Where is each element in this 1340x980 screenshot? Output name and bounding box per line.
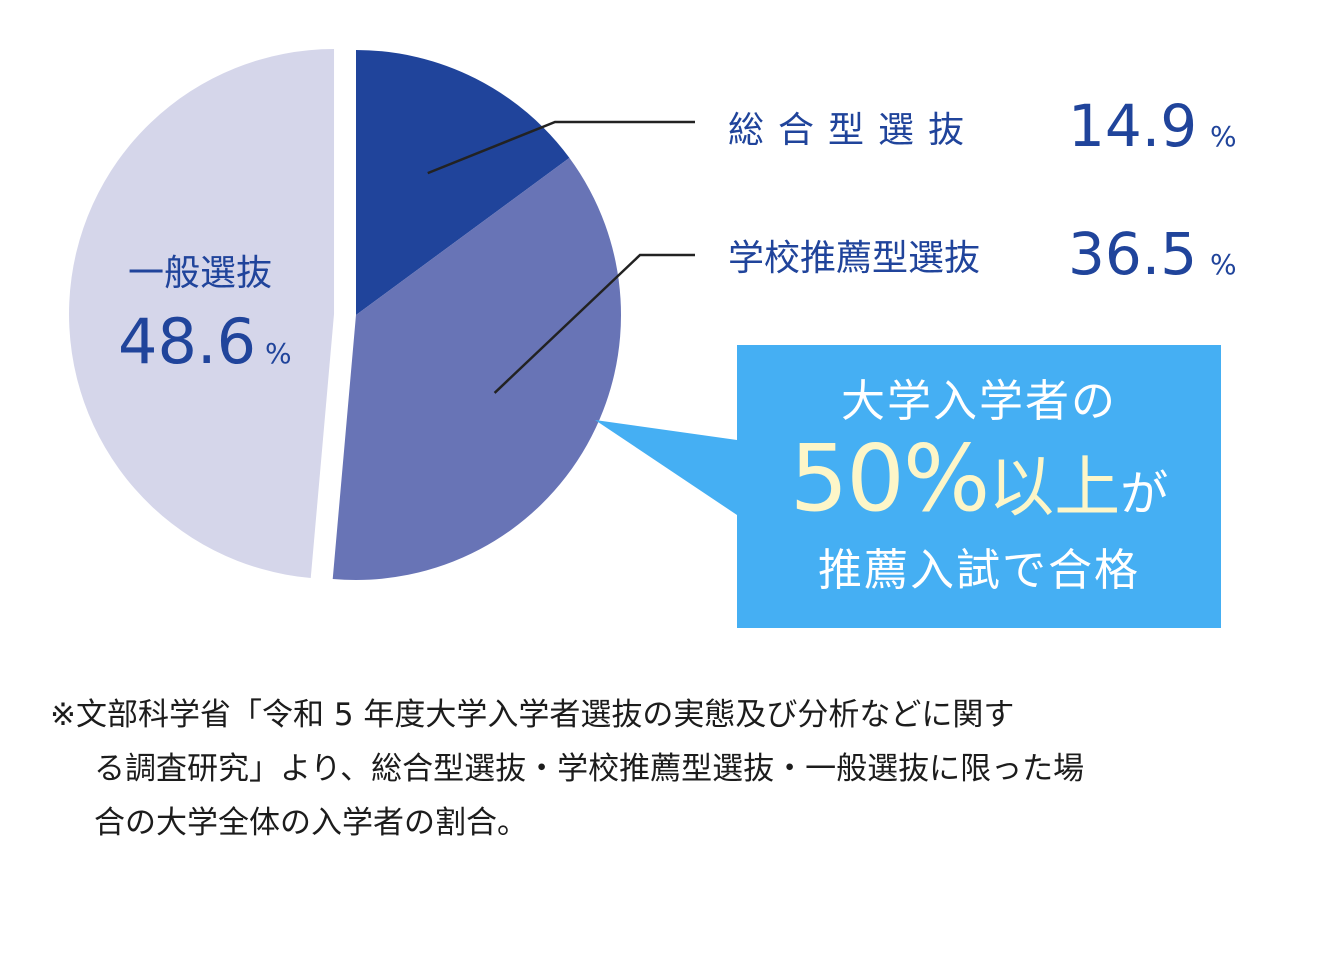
slice-label-3: 一般選抜 xyxy=(128,253,272,294)
slice-unit-2: % xyxy=(1210,248,1237,281)
footnote-line2: る調査研究」より、総合型選抜・学校推薦型選抜・一般選抜に限った場 xyxy=(94,751,1085,787)
pie-slice-3 xyxy=(69,49,335,579)
pie-slices xyxy=(69,49,622,580)
slice-unit-3: % xyxy=(265,337,292,370)
callout-small-suffix: が xyxy=(1120,466,1169,522)
pie-chart: 総合型選抜 14.9 % 学校推薦型選抜 36.5 % 一般選抜 48.6% xyxy=(69,49,1237,628)
callout-bubble xyxy=(595,345,1221,628)
leader-line-1 xyxy=(427,120,695,175)
slice-label-2: 学校推薦型選抜 xyxy=(728,238,980,279)
slice-labels: 総合型選抜 14.9 % 学校推薦型選抜 36.5 % 一般選抜 48.6% xyxy=(118,92,1237,378)
pie-slice-1 xyxy=(356,50,570,315)
footnote-line3: 合の大学全体の入学者の割合。 xyxy=(94,805,528,841)
callout-line2: 50%以上が xyxy=(790,433,1169,540)
callout-text: 大学入学者の 50%以上が 推薦入試で合格 xyxy=(737,345,1221,628)
callout-big-suffix: 以上 xyxy=(988,449,1121,526)
callout-big-value: 50% xyxy=(789,425,990,532)
slice-value-3: 48.6 xyxy=(118,305,256,378)
leader-lines xyxy=(427,120,695,394)
slice-label-1: 総合型選抜 xyxy=(728,110,978,151)
slice-unit-1: % xyxy=(1210,120,1237,153)
callout-line1: 大学入学者の xyxy=(841,376,1117,427)
slice-value-2: 36.5 xyxy=(1068,220,1197,288)
footnote-line1: ※文部科学省「令和 5 年度大学入学者選抜の実態及び分析などに関す xyxy=(50,697,1015,733)
callout-line3: 推薦入試で合格 xyxy=(818,545,1140,596)
pie-slice-2 xyxy=(332,157,622,580)
leader-line-2 xyxy=(493,253,695,394)
slice-value-1: 14.9 xyxy=(1068,92,1197,160)
footnote: ※文部科学省「令和 5 年度大学入学者選抜の実態及び分析などに関す る調査研究」… xyxy=(50,688,1300,850)
